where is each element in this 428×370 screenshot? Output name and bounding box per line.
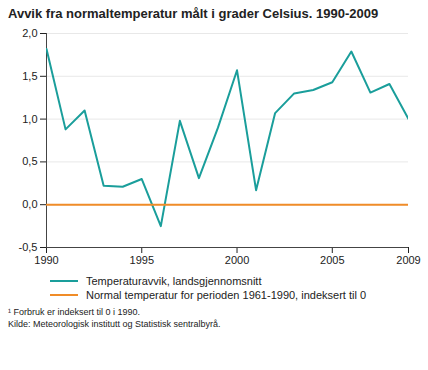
svg-text:-0,5: -0,5: [19, 241, 38, 253]
html-text:Kilde: Meteorologisk institutt: Kilde: Meteorologisk institutt og Statis…: [8, 318, 221, 329]
svg-text:1995: 1995: [130, 254, 154, 266]
html-text:¹ Forbruk er indeksert til 0 i: ¹ Forbruk er indeksert til 0 i 1990.: [8, 307, 141, 317]
svg-text:1,5: 1,5: [22, 70, 37, 82]
svg-text:2009: 2009: [396, 254, 420, 266]
svg-text:2,0: 2,0: [22, 27, 37, 39]
svg-text:1990: 1990: [34, 254, 58, 266]
svg-text:0,0: 0,0: [22, 198, 37, 210]
html-text:Avvik fra normaltemperatur mål: Avvik fra normaltemperatur målt i grader…: [8, 6, 379, 21]
svg-text:2000: 2000: [225, 254, 249, 266]
html-text:Normal temperatur for perioden: Normal temperatur for perioden 1961-1990…: [86, 289, 366, 301]
svg-text:1,0: 1,0: [22, 113, 37, 125]
svg-text:2005: 2005: [320, 254, 344, 266]
html-text:Temperaturavvik, landsgjennoms: Temperaturavvik, landsgjennomsnitt: [86, 275, 262, 287]
svg-text:0,5: 0,5: [22, 155, 37, 167]
